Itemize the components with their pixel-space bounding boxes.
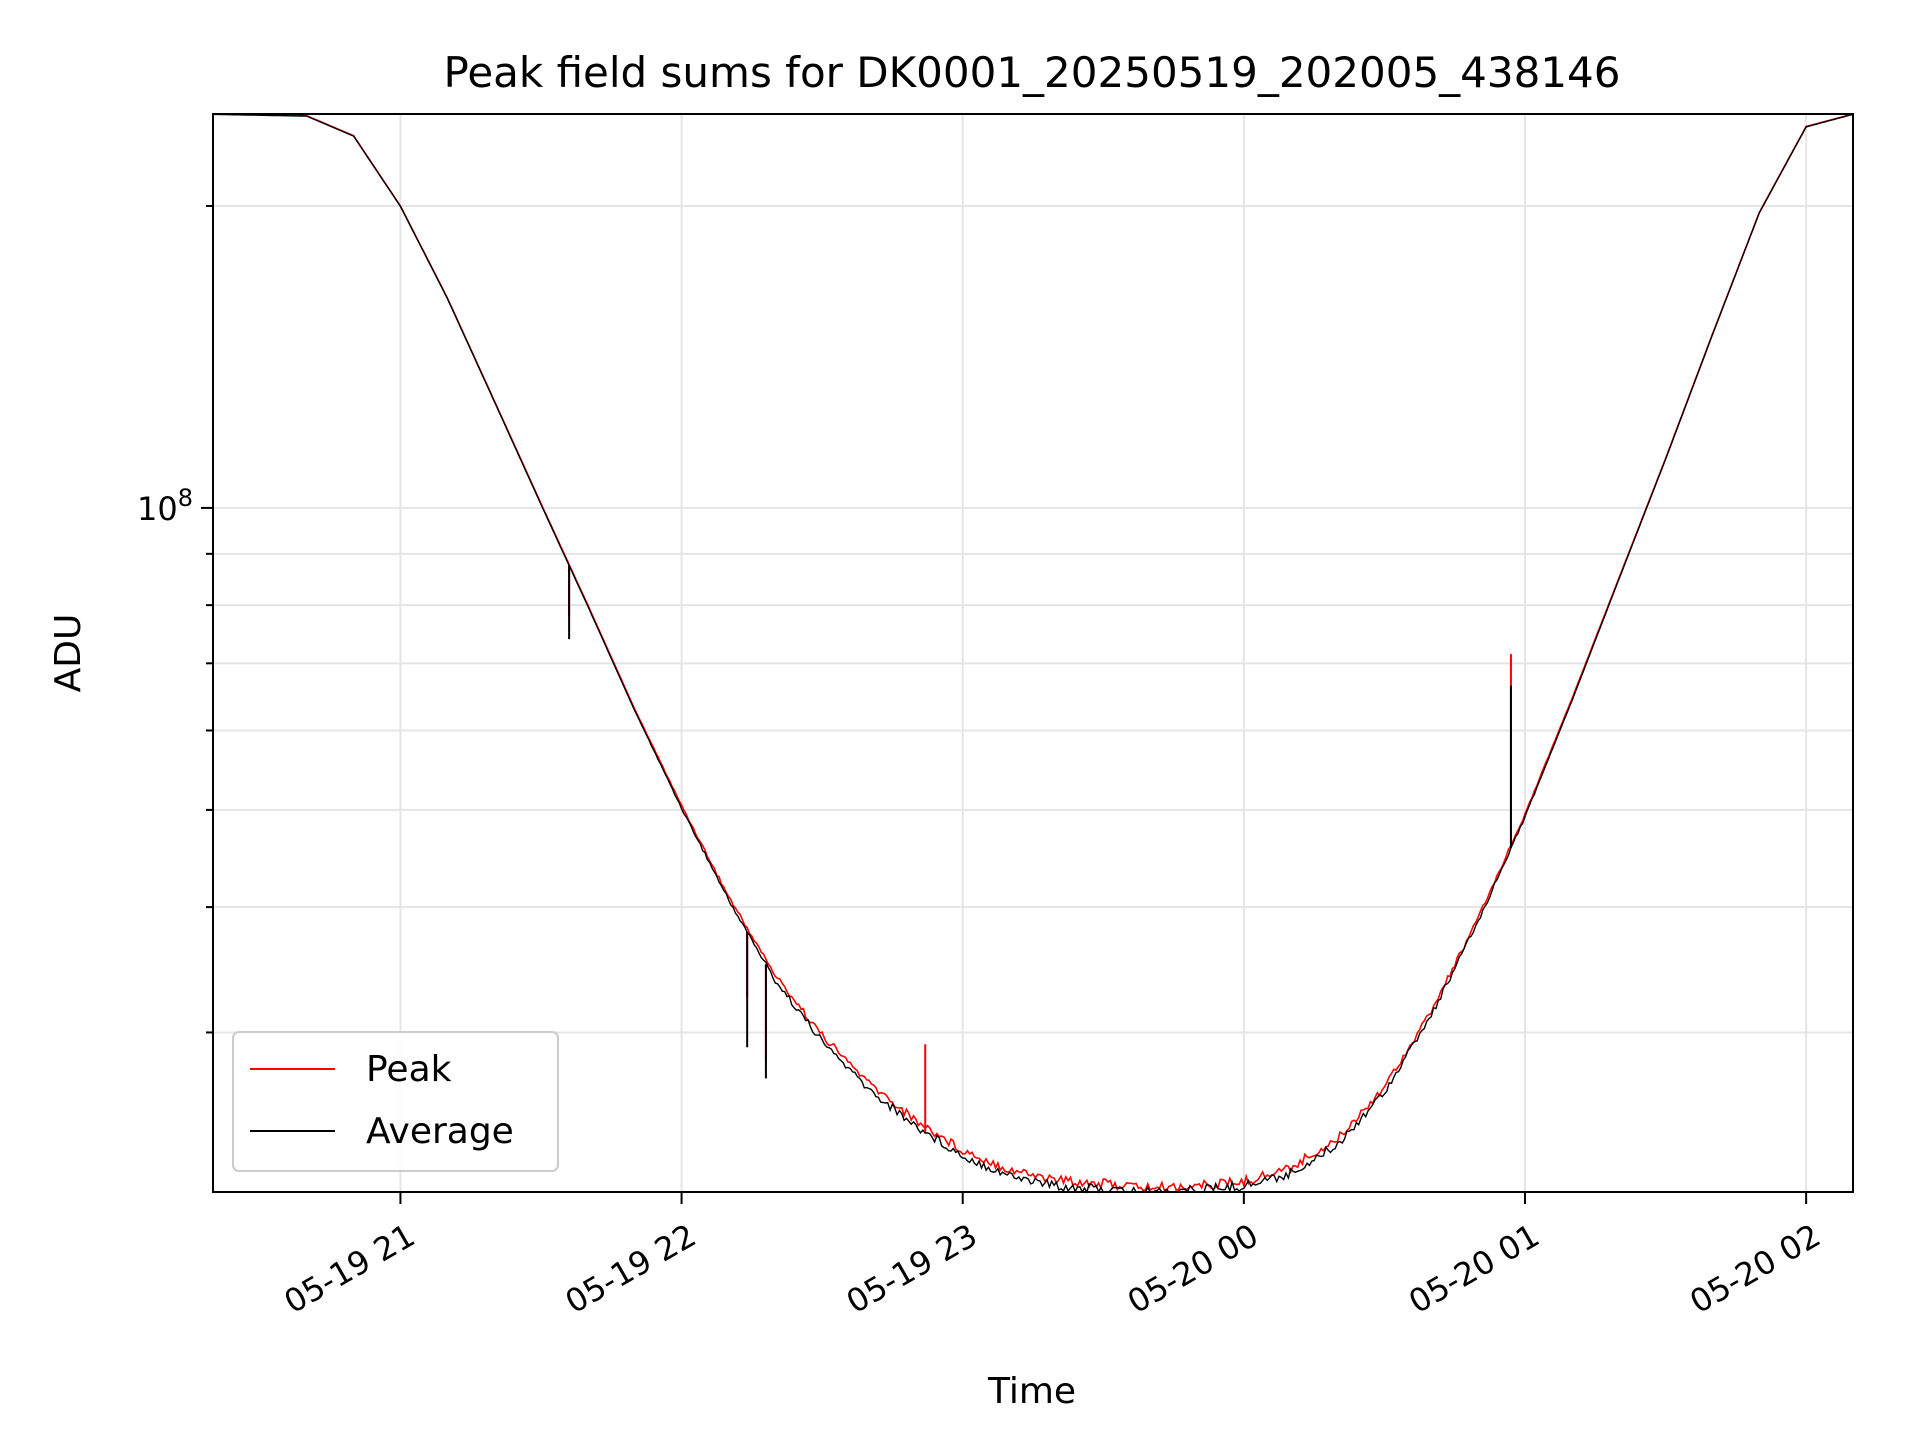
series-average — [213, 113, 1854, 1194]
legend: Peak Average — [232, 1031, 559, 1172]
y-axis-label: ADU — [48, 614, 89, 693]
x-axis-label: Time — [987, 1371, 1076, 1412]
x-tick-label: 05-19 23 — [840, 1216, 984, 1321]
series-line-average — [213, 113, 1854, 1194]
x-tick-label: 05-19 21 — [278, 1216, 422, 1321]
legend-box — [232, 1031, 559, 1172]
x-tick-label: 05-20 02 — [1683, 1216, 1827, 1321]
x-tick-label: 05-20 00 — [1121, 1216, 1265, 1321]
y-axis: 108 — [137, 204, 213, 1034]
y-tick-label: 108 — [137, 484, 193, 528]
x-tick-label: 05-19 22 — [559, 1216, 703, 1321]
chart-title: Peak field sums for DK0001_20250519_2020… — [443, 48, 1620, 97]
grid — [213, 114, 1853, 1192]
series-line-peak — [213, 113, 1854, 1192]
x-axis: 05-19 21 05-19 22 05-19 23 05-20 00 05-20 01… — [278, 1192, 1827, 1321]
legend-label-peak: Peak — [366, 1049, 452, 1090]
spike-marks — [568, 565, 1512, 1134]
legend-label-average: Average — [366, 1111, 514, 1152]
series-peak — [213, 113, 1854, 1192]
plot-frame — [212, 113, 1854, 1193]
x-tick-label: 05-20 01 — [1402, 1216, 1546, 1321]
